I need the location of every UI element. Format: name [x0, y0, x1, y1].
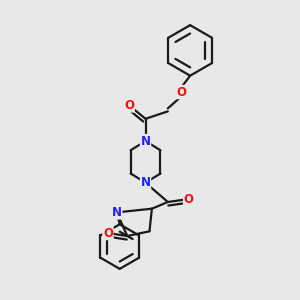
Text: O: O — [184, 193, 194, 206]
Text: O: O — [103, 226, 113, 239]
Text: O: O — [124, 99, 134, 112]
Text: O: O — [176, 85, 186, 98]
Text: N: N — [140, 135, 151, 148]
Text: N: N — [112, 206, 122, 219]
Text: N: N — [140, 176, 151, 189]
